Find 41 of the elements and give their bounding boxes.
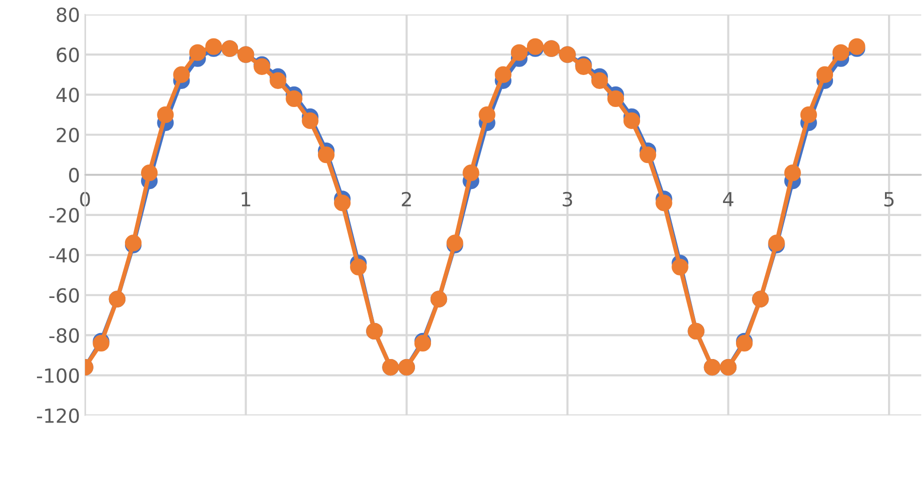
- point: [672, 258, 688, 276]
- y-tick-label: -40: [49, 248, 79, 263]
- point: [784, 164, 801, 182]
- y-tick-label: -80: [49, 328, 79, 343]
- point: [591, 72, 608, 89]
- x-tick-label: 2: [402, 192, 411, 206]
- y-tick-label: 20: [56, 128, 79, 142]
- x-tick-label: 3: [562, 192, 572, 207]
- point: [318, 146, 335, 164]
- point: [286, 90, 302, 108]
- point: [510, 44, 528, 61]
- point: [800, 106, 817, 124]
- point: [189, 44, 206, 61]
- x-tick-label: 4: [723, 192, 734, 206]
- x-tick-label: 1: [242, 192, 250, 206]
- y-tick-label: 40: [56, 88, 79, 102]
- point: [350, 258, 367, 276]
- point: [832, 44, 850, 61]
- point: [494, 66, 512, 83]
- y-tick-label: -120: [36, 408, 79, 424]
- point: [816, 66, 834, 83]
- point: [302, 112, 318, 130]
- point: [623, 112, 640, 130]
- y-tick-label: 80: [56, 7, 79, 22]
- point: [478, 106, 496, 124]
- point: [640, 146, 656, 164]
- point: [462, 164, 480, 182]
- y-tick-label: 0: [69, 168, 79, 183]
- point: [173, 66, 190, 83]
- point: [607, 90, 624, 108]
- y-tick-label: 60: [56, 48, 79, 62]
- y-tick-label: -20: [49, 208, 79, 223]
- point: [141, 164, 158, 182]
- x-tick-label: 5: [884, 192, 894, 207]
- y-tick-label: -60: [49, 288, 79, 303]
- y-tick-label: -100: [36, 368, 79, 383]
- x-tick-label: 0: [80, 192, 90, 207]
- point: [334, 194, 351, 212]
- point: [656, 194, 672, 212]
- point: [270, 72, 286, 89]
- point: [157, 106, 174, 124]
